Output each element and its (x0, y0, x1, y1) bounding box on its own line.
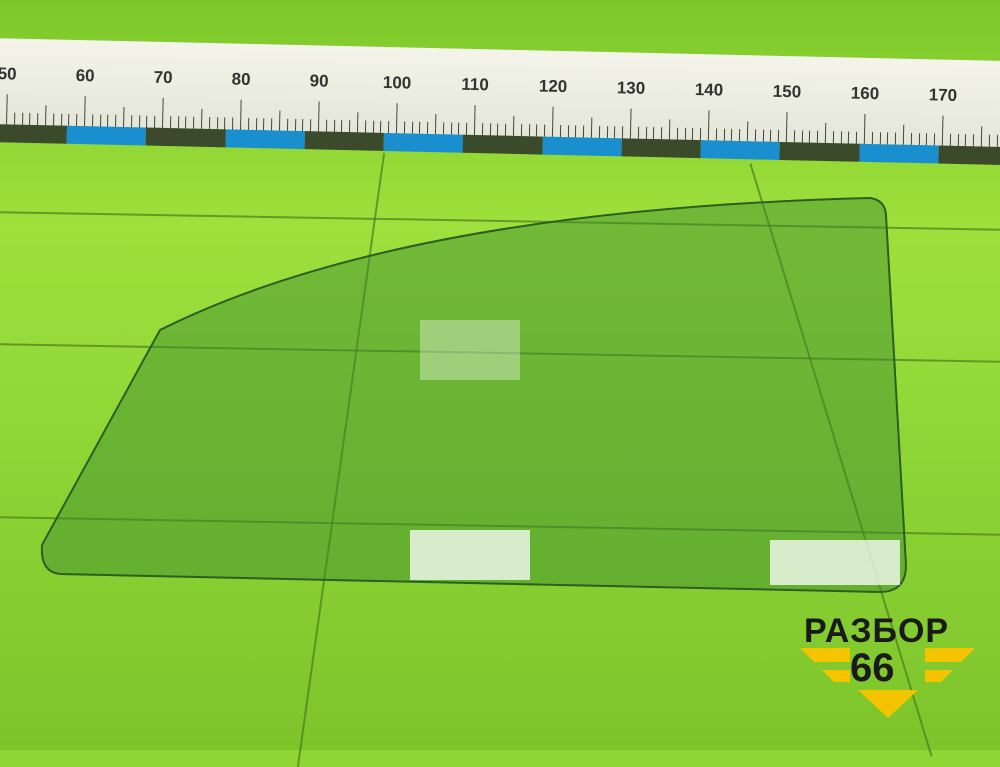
logo-wings-icon (800, 648, 975, 718)
logo-number: 66 (850, 646, 895, 690)
razbor66-logo: РАЗБОР 66 (800, 612, 975, 722)
logo-text: РАЗБОР (804, 612, 950, 650)
car-door-window-glass (40, 196, 908, 594)
